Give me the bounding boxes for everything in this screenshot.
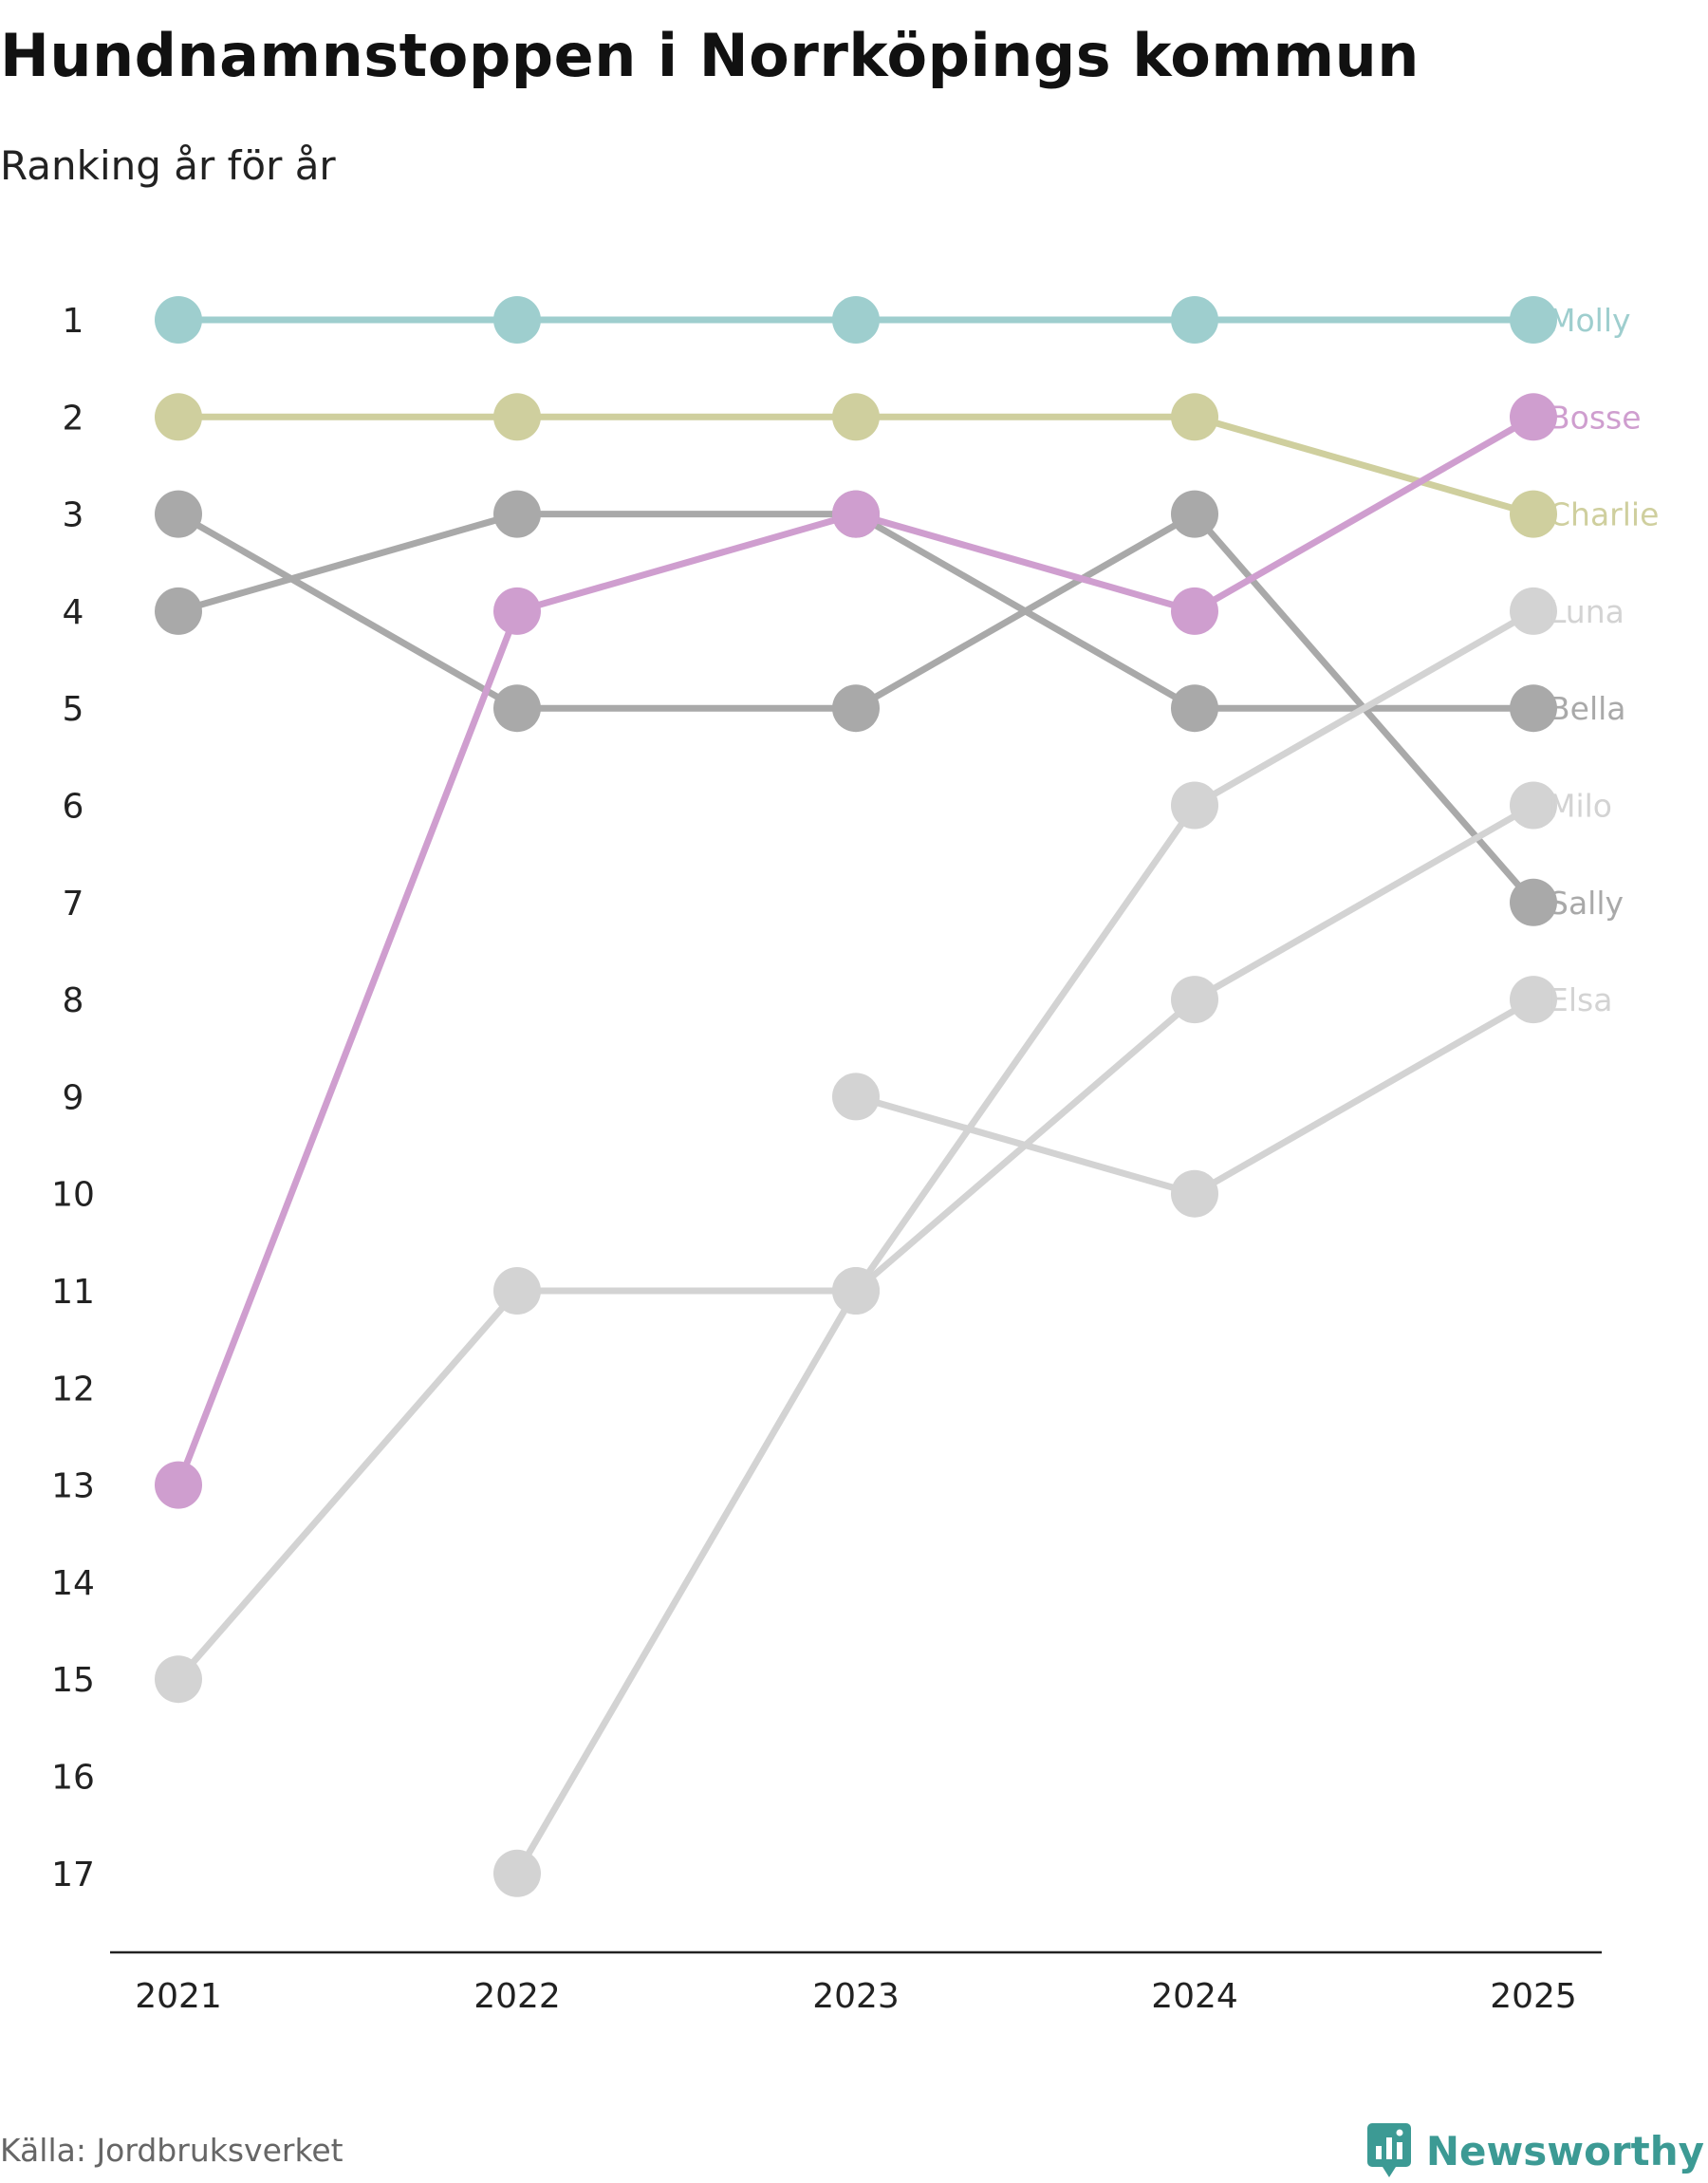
y-tick-label-9: 9 (63, 1078, 84, 1117)
y-tick-label-2: 2 (63, 399, 84, 438)
data-point-elsa-2023 (832, 1073, 880, 1121)
data-point-bosse-2024 (1171, 587, 1218, 635)
series-label-milo: Milo (1549, 788, 1612, 825)
data-point-bella-2025 (1510, 684, 1557, 733)
y-tick-label-14: 14 (51, 1564, 95, 1603)
data-point-elsa-2024 (1171, 1169, 1218, 1218)
chart-subtitle: Ranking år för år (0, 142, 336, 189)
data-point-elsa-2025 (1510, 976, 1557, 1024)
data-point-molly-2022 (493, 296, 541, 344)
y-tick-label-15: 15 (51, 1661, 95, 1700)
y-tick-label-1: 1 (63, 302, 84, 341)
y-tick-label-13: 13 (51, 1467, 95, 1506)
y-tick-label-4: 4 (63, 593, 84, 632)
data-point-sally-2022 (493, 684, 541, 733)
series-label-luna: Luna (1549, 593, 1624, 630)
y-tick-label-12: 12 (51, 1370, 95, 1409)
series-labels: Sally Bella Luna Milo Elsa Charlie Molly Bosse (1549, 302, 1659, 1018)
data-point-molly-2021 (155, 296, 202, 344)
series-points (155, 296, 1557, 1897)
data-point-molly-2024 (1171, 296, 1218, 344)
data-point-bosse-2023 (832, 490, 880, 538)
data-point-charlie-2021 (155, 393, 202, 441)
series-label-elsa: Elsa (1549, 981, 1612, 1018)
y-tick-label-7: 7 (63, 885, 84, 924)
data-point-sally-2025 (1510, 878, 1557, 926)
series-label-bosse: Bosse (1549, 399, 1642, 436)
data-point-milo-2023 (832, 1267, 880, 1315)
data-point-milo-2022 (493, 1267, 541, 1315)
data-point-bosse-2022 (493, 587, 541, 635)
data-point-milo-2021 (155, 1655, 202, 1704)
series-label-molly: Molly (1549, 302, 1631, 339)
x-tick-label-2022: 2022 (473, 1977, 561, 2016)
series-line-bosse (175, 413, 1537, 1489)
y-tick-label-5: 5 (63, 690, 84, 729)
series-line-milo (175, 802, 1537, 1683)
source-note: Källa: Jordbruksverket (0, 2132, 343, 2169)
newsworthy-logo-icon (1366, 2123, 1411, 2177)
y-tick-label-17: 17 (51, 1856, 95, 1894)
series-label-bella: Bella (1549, 690, 1626, 727)
y-tick-label-11: 11 (51, 1273, 95, 1312)
data-point-milo-2025 (1510, 781, 1557, 830)
data-point-sally-2021 (155, 490, 202, 538)
y-tick-label-6: 6 (63, 788, 84, 827)
x-axis-ticks: 2021 2022 2023 2024 2025 (135, 1977, 1577, 2016)
data-point-milo-2024 (1171, 976, 1218, 1024)
data-point-charlie-2022 (493, 393, 541, 441)
x-tick-label-2025: 2025 (1490, 1977, 1577, 2016)
x-tick-label-2024: 2024 (1151, 1977, 1238, 2016)
data-point-luna-2025 (1510, 587, 1557, 635)
series-label-charlie: Charlie (1549, 496, 1659, 533)
data-point-molly-2023 (832, 296, 880, 344)
y-tick-label-8: 8 (63, 981, 84, 1020)
data-point-bosse-2025 (1510, 393, 1557, 441)
data-point-bella-2024 (1171, 684, 1218, 733)
data-point-charlie-2024 (1171, 393, 1218, 441)
y-tick-label-3: 3 (63, 496, 84, 535)
brand-logo: Newsworthy (1366, 2123, 1704, 2178)
data-point-sally-2023 (832, 684, 880, 733)
x-tick-label-2021: 2021 (135, 1977, 222, 2016)
data-point-charlie-2025 (1510, 490, 1557, 538)
data-point-luna-2024 (1171, 781, 1218, 830)
data-point-sally-2024 (1171, 490, 1218, 538)
y-tick-label-10: 10 (51, 1176, 95, 1215)
data-point-charlie-2023 (832, 393, 880, 441)
series-line-bella (175, 511, 1537, 712)
data-point-bella-2022 (493, 490, 541, 538)
y-tick-label-16: 16 (51, 1759, 95, 1798)
series-line-luna (513, 607, 1537, 1877)
series-label-sally: Sally (1549, 885, 1624, 922)
data-point-bosse-2021 (155, 1461, 202, 1509)
x-tick-label-2023: 2023 (812, 1977, 900, 2016)
data-point-luna-2022 (493, 1849, 541, 1897)
data-point-molly-2025 (1510, 296, 1557, 344)
data-point-bella-2021 (155, 587, 202, 635)
series-line-elsa (852, 996, 1537, 1198)
chart-title: Hundnamnstoppen i Norrköpings kommun (0, 21, 1420, 90)
brand-name: Newsworthy (1425, 2127, 1704, 2174)
